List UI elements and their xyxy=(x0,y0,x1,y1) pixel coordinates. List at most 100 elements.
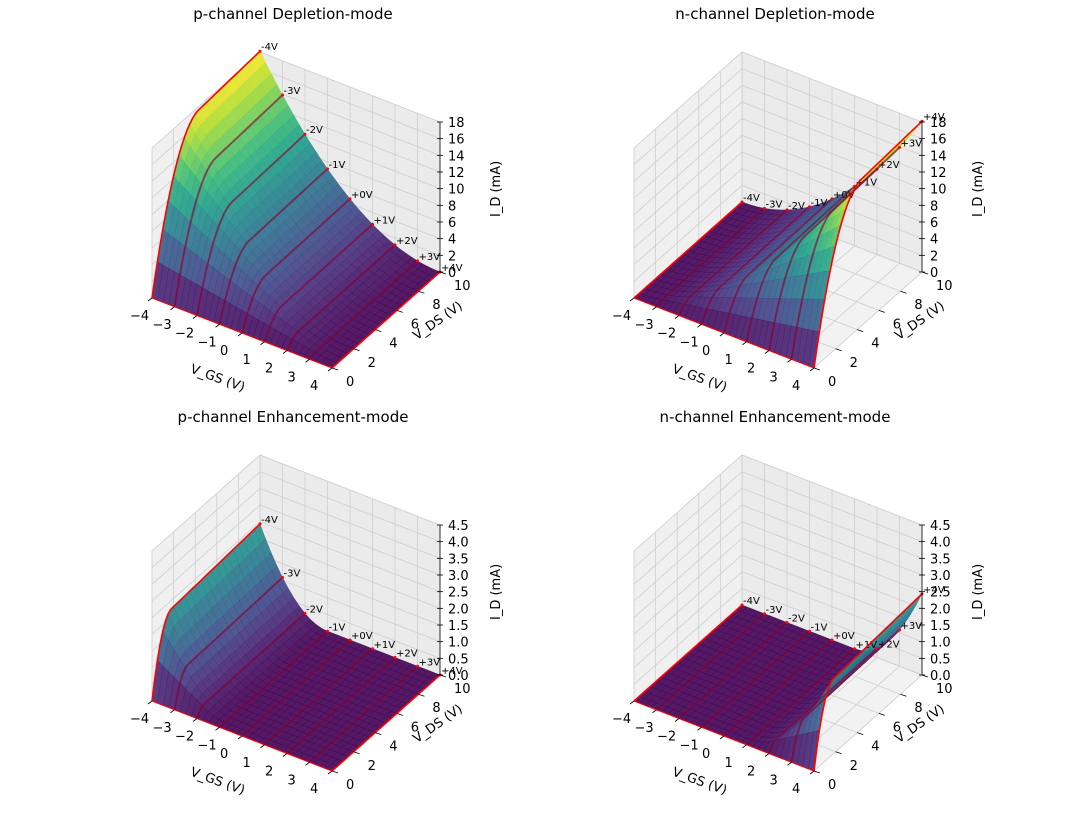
y-tick xyxy=(813,367,821,371)
curve-end-marker xyxy=(785,208,789,212)
x-tick xyxy=(629,700,635,705)
curve-vgs-7 xyxy=(790,629,901,763)
curve-label: -3V xyxy=(766,605,783,616)
x-tick xyxy=(674,718,680,722)
gridline xyxy=(633,504,923,602)
x-tick xyxy=(260,744,265,749)
z-axis-label: I_D (mA) xyxy=(489,161,504,217)
curve-end-marker xyxy=(393,243,397,247)
curve-label: -1V xyxy=(811,622,828,633)
x-tick xyxy=(674,315,680,319)
curve-end-marker xyxy=(371,222,374,226)
curve-end-marker xyxy=(740,603,744,607)
gridline xyxy=(633,168,923,265)
z-tick-label: 18 xyxy=(448,116,465,131)
gridline xyxy=(633,454,923,552)
curve-vgs-5 xyxy=(263,648,374,746)
z-axis-label: I_D (mA) xyxy=(489,564,504,620)
curve-vgs-8 xyxy=(331,674,441,772)
curve-vgs-3 xyxy=(218,168,329,325)
x-tick xyxy=(305,358,310,363)
y-tick-label: 2 xyxy=(368,759,376,774)
z-tick-label: 0.5 xyxy=(930,652,951,667)
subplot-4: -4V-3V-2V-1V+0V+1V +2V+3V+4V−4−3−2−101234… xyxy=(612,408,986,798)
y-tick xyxy=(900,290,907,294)
z-tick-label: 0.0 xyxy=(448,669,469,684)
x-tick xyxy=(652,709,657,714)
curve-label: +0V xyxy=(351,631,373,642)
x-tick-label: 3 xyxy=(770,370,778,385)
y-tick-label: 0 xyxy=(828,375,836,390)
curve-end-marker xyxy=(303,611,307,615)
x-tick xyxy=(237,332,243,337)
x-tick-label: 0 xyxy=(702,747,710,762)
y-tick-label: 6 xyxy=(893,720,901,735)
z-tick-label: 18 xyxy=(930,116,947,131)
gridline xyxy=(633,471,923,568)
curve-vgs-5 xyxy=(745,185,856,343)
curve-end-marker xyxy=(740,200,744,204)
curve-label: -2V xyxy=(306,604,323,615)
curve-end-marker xyxy=(258,49,262,53)
z-tick-label: 4 xyxy=(930,233,938,248)
x-tick xyxy=(719,332,725,337)
x-tick-label: 2 xyxy=(265,362,273,377)
x-tick-label: −2 xyxy=(175,730,194,745)
curve-vgs-1 xyxy=(655,613,766,711)
y-tick-label: 2 xyxy=(368,356,376,371)
x-tick-label: 2 xyxy=(747,765,755,780)
curve-end-marker xyxy=(303,132,307,136)
x-tick-label: 1 xyxy=(243,756,251,771)
gridline xyxy=(151,471,441,568)
z-tick-label: 8 xyxy=(448,199,456,214)
y-tick xyxy=(375,329,382,332)
gridline xyxy=(633,51,923,149)
curve-label: -1V xyxy=(329,160,346,171)
y-tick-label: 10 xyxy=(936,279,953,294)
curve-vgs-4 xyxy=(241,198,351,334)
curve-end-marker xyxy=(326,629,329,633)
y-tick-label: 2 xyxy=(850,759,858,774)
z-tick-label: 10 xyxy=(448,183,465,198)
curve-end-marker xyxy=(326,167,329,171)
z-tick-label: 1.0 xyxy=(448,636,469,651)
curve-vgs-7 xyxy=(790,146,901,360)
curve-end-marker xyxy=(763,206,766,210)
x-tick-label: 1 xyxy=(243,353,251,368)
curve-label: +3V xyxy=(419,657,441,668)
curve-vgs-7 xyxy=(308,665,419,764)
curve-vgs-0 xyxy=(633,201,743,299)
y-tick-label: 0 xyxy=(828,778,836,793)
x-tick xyxy=(237,735,243,740)
curve-label: +0V xyxy=(833,631,855,642)
gridline xyxy=(633,587,923,685)
z-tick-label: 4.0 xyxy=(448,536,469,551)
x-tick xyxy=(809,367,815,372)
y-tick xyxy=(418,290,425,294)
curve-end-marker xyxy=(348,638,352,642)
gridline xyxy=(633,84,923,182)
curve-label: +4V xyxy=(441,666,463,677)
x-tick xyxy=(170,306,175,311)
x-tick-label: −1 xyxy=(198,738,217,753)
curve-label: +3V xyxy=(901,621,923,632)
curve-label: +2V xyxy=(878,639,900,650)
gridline xyxy=(151,521,441,618)
curve-vgs-1 xyxy=(655,207,766,308)
x-axis-label: V_GS (V) xyxy=(670,362,729,396)
x-tick-label: 4 xyxy=(792,782,800,797)
curve-vgs-8 xyxy=(331,271,441,369)
y-tick-label: 4 xyxy=(871,740,879,755)
x-tick xyxy=(697,726,702,731)
curve-label: -1V xyxy=(811,198,828,209)
x-tick xyxy=(764,350,770,354)
subplot-title: n-channel Depletion-mode xyxy=(675,5,874,23)
x-tick xyxy=(787,761,792,766)
x-tick-label: 3 xyxy=(288,370,296,385)
curve-vgs-3 xyxy=(700,630,811,729)
gridline xyxy=(151,504,441,602)
curve-end-marker xyxy=(281,93,284,97)
curve-vgs-1 xyxy=(173,94,284,307)
curve-end-marker xyxy=(348,197,352,201)
y-tick-label: 6 xyxy=(411,317,419,332)
